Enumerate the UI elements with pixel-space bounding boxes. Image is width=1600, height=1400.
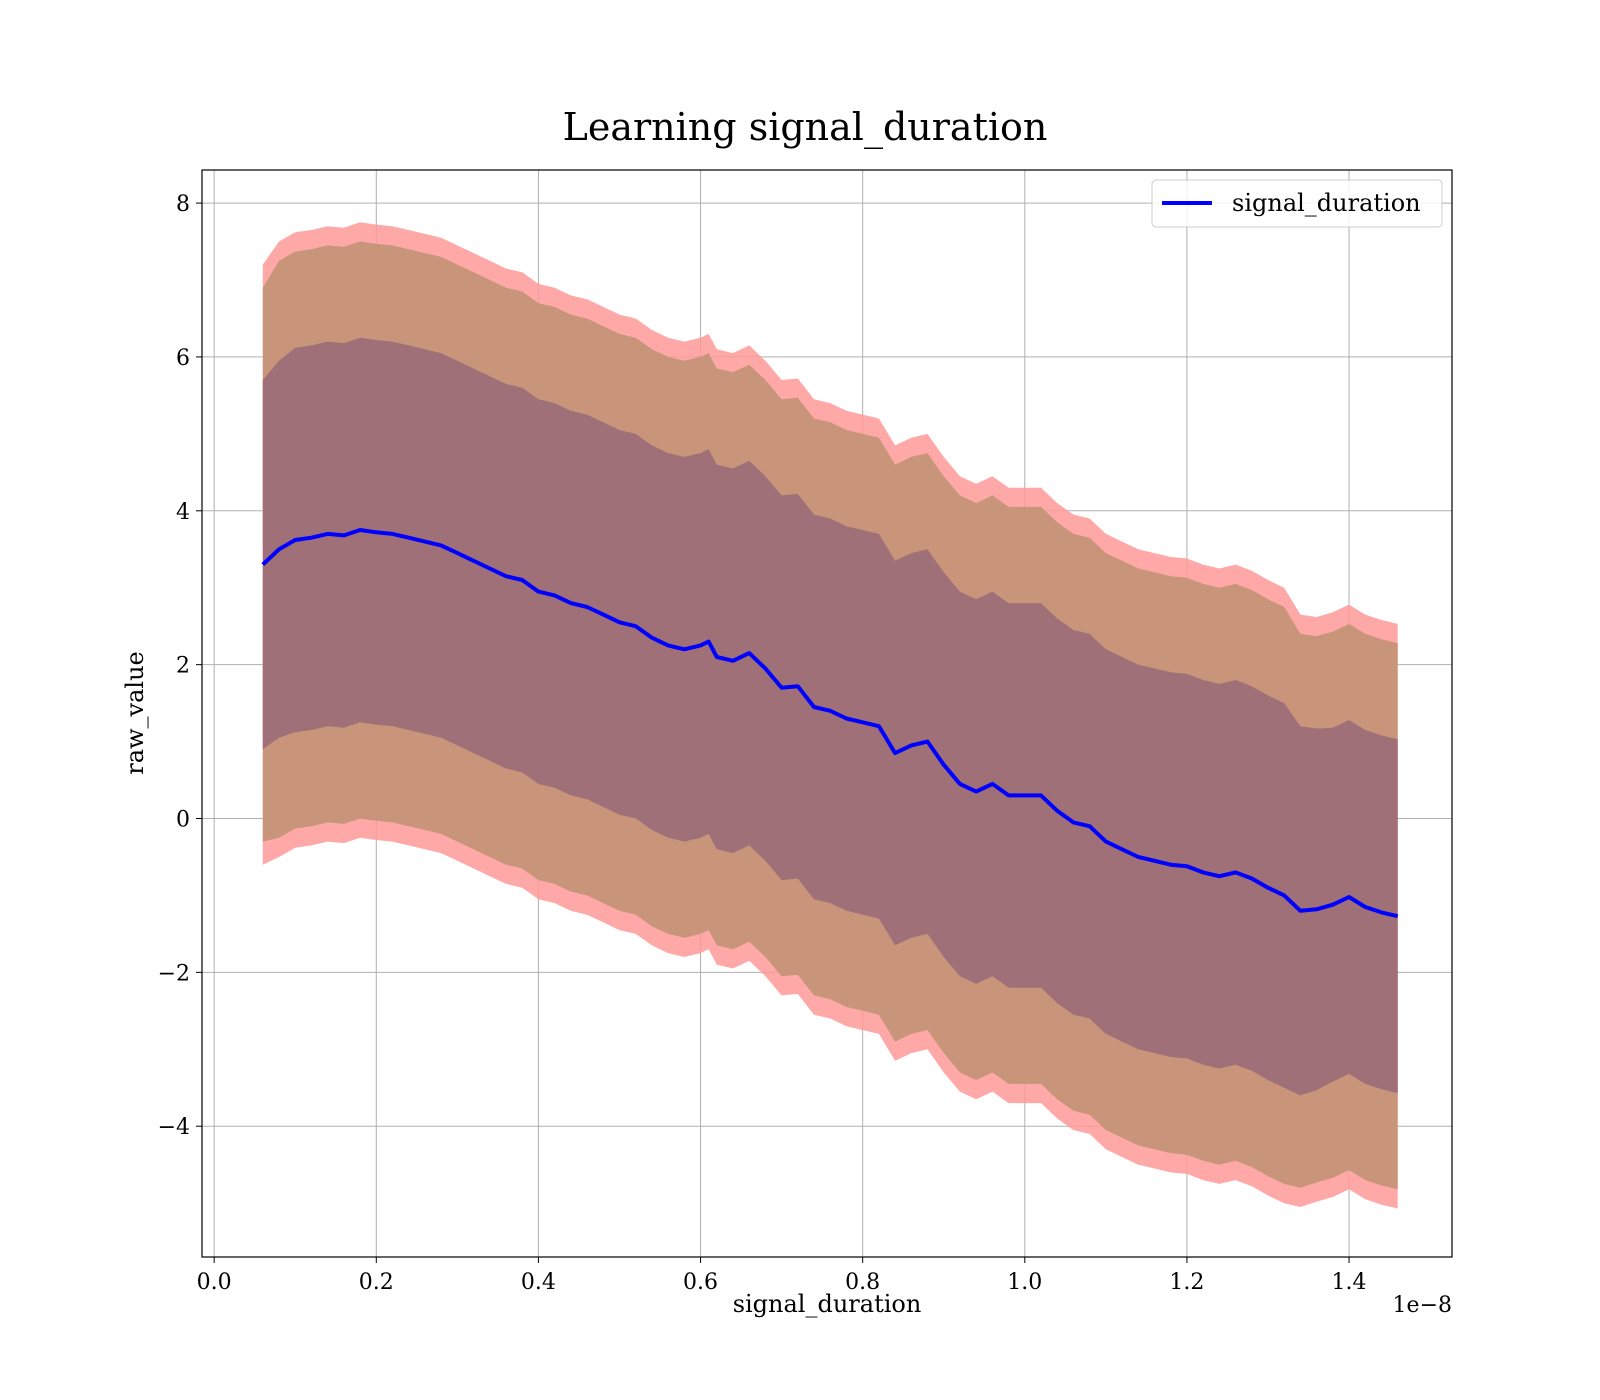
y-tick-label: 4: [176, 500, 190, 525]
y-tick-label: 8: [176, 192, 190, 217]
y-tick-label: 0: [176, 808, 190, 833]
x-axis-label: signal_duration: [733, 1290, 922, 1318]
y-tick-label: 6: [176, 346, 190, 371]
x-axis-ticks: 0.0 0.2 0.4 0.6 0.8 1.0 1.2 1.4: [197, 1257, 1367, 1295]
y-axis-ticks: −4 −2 0 2 4 6 8: [158, 192, 202, 1140]
legend: signal_duration: [1151, 179, 1443, 228]
series-line-signal-duration: [261, 528, 1399, 919]
x-tick-label: 0.6: [683, 1270, 718, 1295]
x-tick-label: 0.0: [197, 1270, 232, 1295]
y-tick-label: 2: [176, 654, 190, 679]
x-tick-label: 0.2: [359, 1270, 394, 1295]
x-tick-label: 0.4: [521, 1270, 556, 1295]
mean-line-layer: [261, 528, 1399, 919]
x-tick-label: 1.2: [1169, 1270, 1204, 1295]
x-tick-label: 1.4: [1332, 1270, 1367, 1295]
legend-entry-signal-duration: signal_duration: [1232, 189, 1421, 217]
band-std1: [262, 337, 1398, 1096]
x-axis-offset-label: 1e−8: [1393, 1293, 1452, 1318]
y-tick-label: −2: [158, 961, 190, 986]
plot-frame: [201, 169, 1453, 1258]
chart-title: Learning signal_duration: [563, 105, 1048, 150]
y-tick-label: −4: [158, 1115, 190, 1140]
confidence-bands: [262, 222, 1398, 1209]
x-tick-label: 1.0: [1007, 1270, 1042, 1295]
x-tick-label: 0.8: [845, 1270, 880, 1295]
y-axis-label: raw_value: [121, 651, 149, 775]
legend-box: [1151, 179, 1443, 228]
plot-area: [201, 169, 1453, 1258]
